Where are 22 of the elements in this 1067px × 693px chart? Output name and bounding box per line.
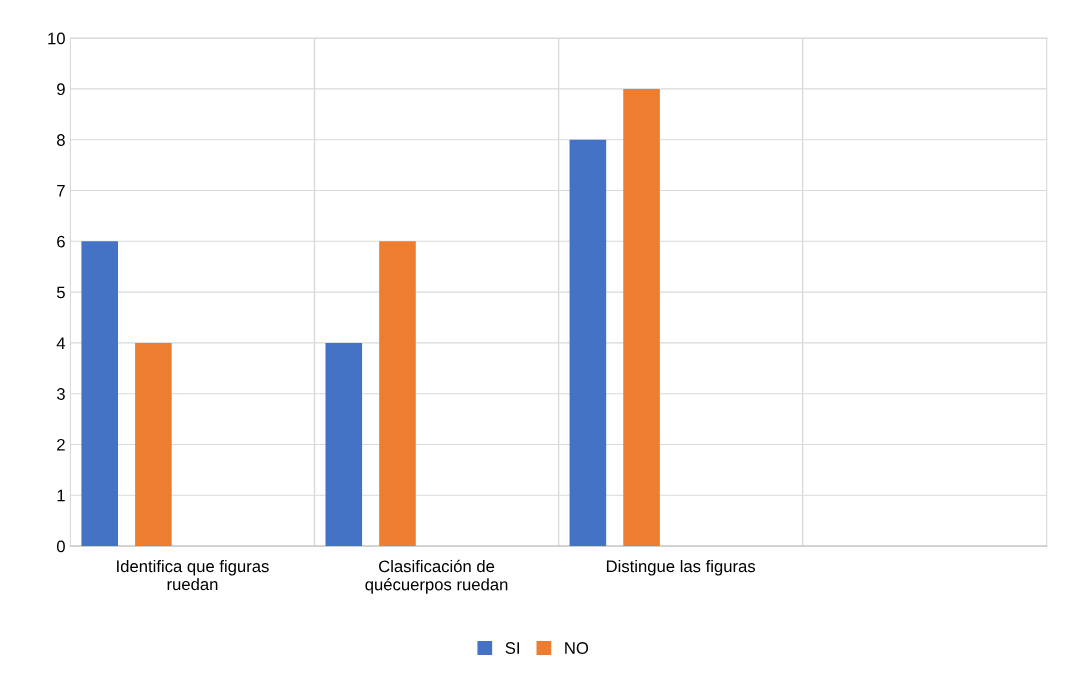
y-tick-label: 0 [56, 540, 65, 553]
legend-label: SI [505, 642, 519, 654]
bar [379, 241, 416, 547]
y-tick-label: 4 [56, 337, 66, 349]
bar [325, 342, 363, 547]
x-tick-label: Distingue las figuras [606, 559, 756, 576]
y-tick-label: 2 [57, 438, 65, 451]
x-tick-label: Identifica que figuras ruedan [117, 559, 269, 591]
y-tick-label: 6 [57, 235, 65, 248]
y-tick-label: 10 [48, 32, 65, 45]
legend-label: NO [565, 642, 589, 654]
y-tick-label: 8 [57, 134, 65, 146]
bar [135, 342, 172, 547]
y-tick-label: 1 [57, 489, 65, 502]
y-tick-label: 3 [56, 388, 65, 400]
x-tick-label: Clasificación de quécuerpos ruedan [365, 559, 508, 594]
y-tick-label: 7 [57, 185, 65, 197]
bar [81, 241, 119, 547]
y-tick-label: 9 [57, 83, 65, 96]
bar [569, 139, 607, 547]
bar [623, 88, 660, 547]
y-tick-label: 5 [56, 286, 65, 299]
